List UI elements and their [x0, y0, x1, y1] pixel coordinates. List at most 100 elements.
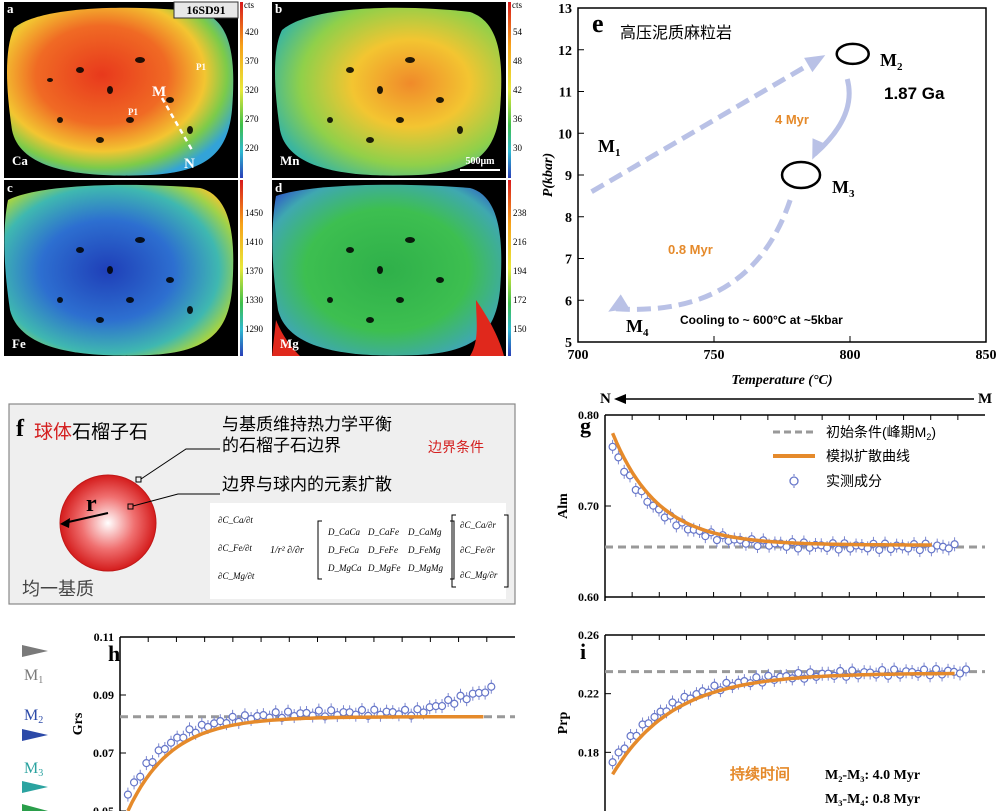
age-label: 1.87 Ga: [884, 84, 945, 103]
measured-point: [185, 725, 194, 734]
unit-label: cts: [512, 0, 522, 10]
pt-path-segment: [613, 199, 793, 312]
measured-point: [357, 705, 367, 715]
y-tick-label: 0.18: [578, 745, 599, 759]
measured-point: [614, 748, 623, 757]
measured-point: [836, 666, 845, 676]
cbar-tick: 42: [513, 85, 522, 95]
measured-point: [160, 744, 169, 754]
cbar-tick: 1370: [245, 266, 264, 276]
pt-path-chart: e 高压泥质麻粒岩 700 750 800 850 5 6 7 8 9 10 11 12 13 Tempe…: [541, 2, 997, 388]
panel-letter-b: b: [275, 1, 282, 16]
pt-axes: 700 750 800 850 5 6 7 8 9 10 11 12 13 Temperature (°C…: [541, 2, 997, 388]
panel-letter-c: c: [7, 180, 13, 195]
cooling-note: Cooling to ~ 600°C at ~5kbar: [680, 313, 843, 327]
eq-lhs-ca: ∂C_Ca/∂t: [218, 515, 253, 525]
rock-name: 高压泥质麻粒岩: [620, 24, 732, 42]
measured-point: [228, 712, 237, 721]
stage-ellipse-m3: [780, 160, 822, 190]
cbar-tick: 320: [245, 85, 259, 95]
eq-d: D_MgMg: [407, 563, 443, 573]
eq-d: D_FeMg: [407, 545, 441, 555]
profile-line: [160, 97, 194, 151]
measured-point: [752, 673, 761, 682]
cbar-tick: 36: [513, 114, 523, 124]
panel-f-title: 球体石榴子石: [34, 421, 148, 443]
duration-08myr: 0.8 Myr: [668, 242, 713, 257]
stage-ellipse-m2: [835, 42, 870, 66]
measured-point: [456, 691, 465, 700]
measured-point: [701, 532, 710, 541]
diffusion-equation: ∂C_Ca/∂t ∂C_Fe/∂t ∂C_Mg/∂t 1/r² ∂/∂r D_C…: [218, 515, 498, 581]
measured-point: [166, 738, 176, 747]
measured-point: [444, 695, 453, 705]
alm-profile-chart: N M g 0.60 0.70 0.80 Alm 初始条件(峰期M2) 模拟扩散曲线 …: [556, 391, 992, 604]
grs-profile-chart: h 0.05 0.07 0.09 0.11 Grs: [71, 630, 515, 811]
cbar-tick: 220: [245, 143, 259, 153]
stage-m2: M2: [880, 50, 903, 73]
cbar-tick: 270: [245, 114, 259, 124]
profile-start-m: M: [152, 84, 166, 100]
measured-point: [931, 664, 941, 674]
cbar-tick: 420: [245, 27, 259, 37]
grs-plot: 0.05 0.07 0.09 0.11 Grs: [71, 630, 515, 811]
y-tick-label: 0.09: [93, 688, 114, 702]
element-label-mg: Mg: [280, 336, 299, 351]
eq-d: D_CaMg: [407, 527, 442, 537]
panel-letter-e: e: [592, 9, 604, 38]
pt-path-arrowhead: [804, 55, 826, 73]
measured-point: [955, 669, 965, 678]
y-axis-label: P(kbar): [541, 153, 556, 197]
equation-box: [210, 503, 506, 599]
x-axis-label: Temperature (°C): [731, 373, 832, 388]
y-tick-label: 0.22: [578, 687, 599, 701]
element-maps: 16SD91 a Ca M N P1 P1 cts 420 370 320 27…: [4, 0, 527, 356]
boundary-text-1: 与基质维持热力学平衡: [222, 415, 392, 434]
measured-point: [961, 665, 971, 674]
measured-point: [419, 708, 428, 717]
profile-n: N: [600, 391, 611, 407]
eq-lhs-mg: ∂C_Mg/∂t: [218, 571, 255, 581]
y-axis-label: Alm: [556, 493, 571, 519]
measured-point: [643, 497, 652, 506]
legend-initial: 初始条件(峰期M2): [826, 424, 936, 442]
pt-path-segment: [590, 55, 822, 194]
measured-point: [710, 681, 719, 690]
eq-lhs-fe: ∂C_Fe/∂t: [218, 543, 252, 553]
cbar-tick: 30: [513, 143, 523, 153]
eq-d: D_MgFe: [367, 563, 401, 573]
measured-point: [620, 744, 629, 753]
measured-point: [148, 758, 157, 767]
measured-point: [620, 467, 629, 476]
y-tick-label: 0.07: [93, 746, 114, 760]
measured-point: [136, 772, 145, 781]
cbar-tick: 216: [513, 237, 527, 247]
pt-path-arrowhead: [812, 138, 828, 160]
eq-rhs-ca: ∂C_Ca/∂r: [460, 520, 496, 530]
measured-point: [314, 706, 323, 715]
y-tick-label: 6: [565, 294, 572, 309]
eq-rhs-mg: ∂C_Mg/∂r: [460, 570, 498, 580]
x-tick-label: 700: [568, 348, 589, 363]
y-tick-label: 0.60: [578, 590, 599, 604]
measured-point: [793, 544, 803, 553]
x-tick-label: 850: [976, 348, 997, 363]
stage-m4: M4: [626, 316, 649, 339]
y-tick-label: 7: [565, 253, 572, 268]
map-panel-b: b Mn 500μm cts 54 48 42 36 30: [272, 0, 523, 178]
prp-profile-chart: i 0.18 0.22 0.26 Prp 持续时间 M₂-M₃: 4.0 Myr M₃…: [556, 628, 985, 811]
eq-d: D_CaCa: [327, 527, 361, 537]
profile-m: M: [978, 391, 992, 407]
measured-point: [650, 712, 659, 722]
measured-point: [878, 665, 887, 675]
element-label-fe: Fe: [12, 336, 26, 351]
y-tick-label: 0.70: [578, 499, 599, 513]
measured-point: [649, 501, 658, 510]
legend: 初始条件(峰期M2) 模拟扩散曲线 实测成分: [773, 424, 936, 489]
pt-path-arrowhead: [608, 294, 630, 312]
measured-point: [608, 442, 617, 451]
measured-point: [400, 705, 410, 714]
x-tick-label: 750: [704, 348, 725, 363]
cbar-tick: 194: [513, 266, 527, 276]
cbar-tick: 1290: [245, 324, 264, 334]
